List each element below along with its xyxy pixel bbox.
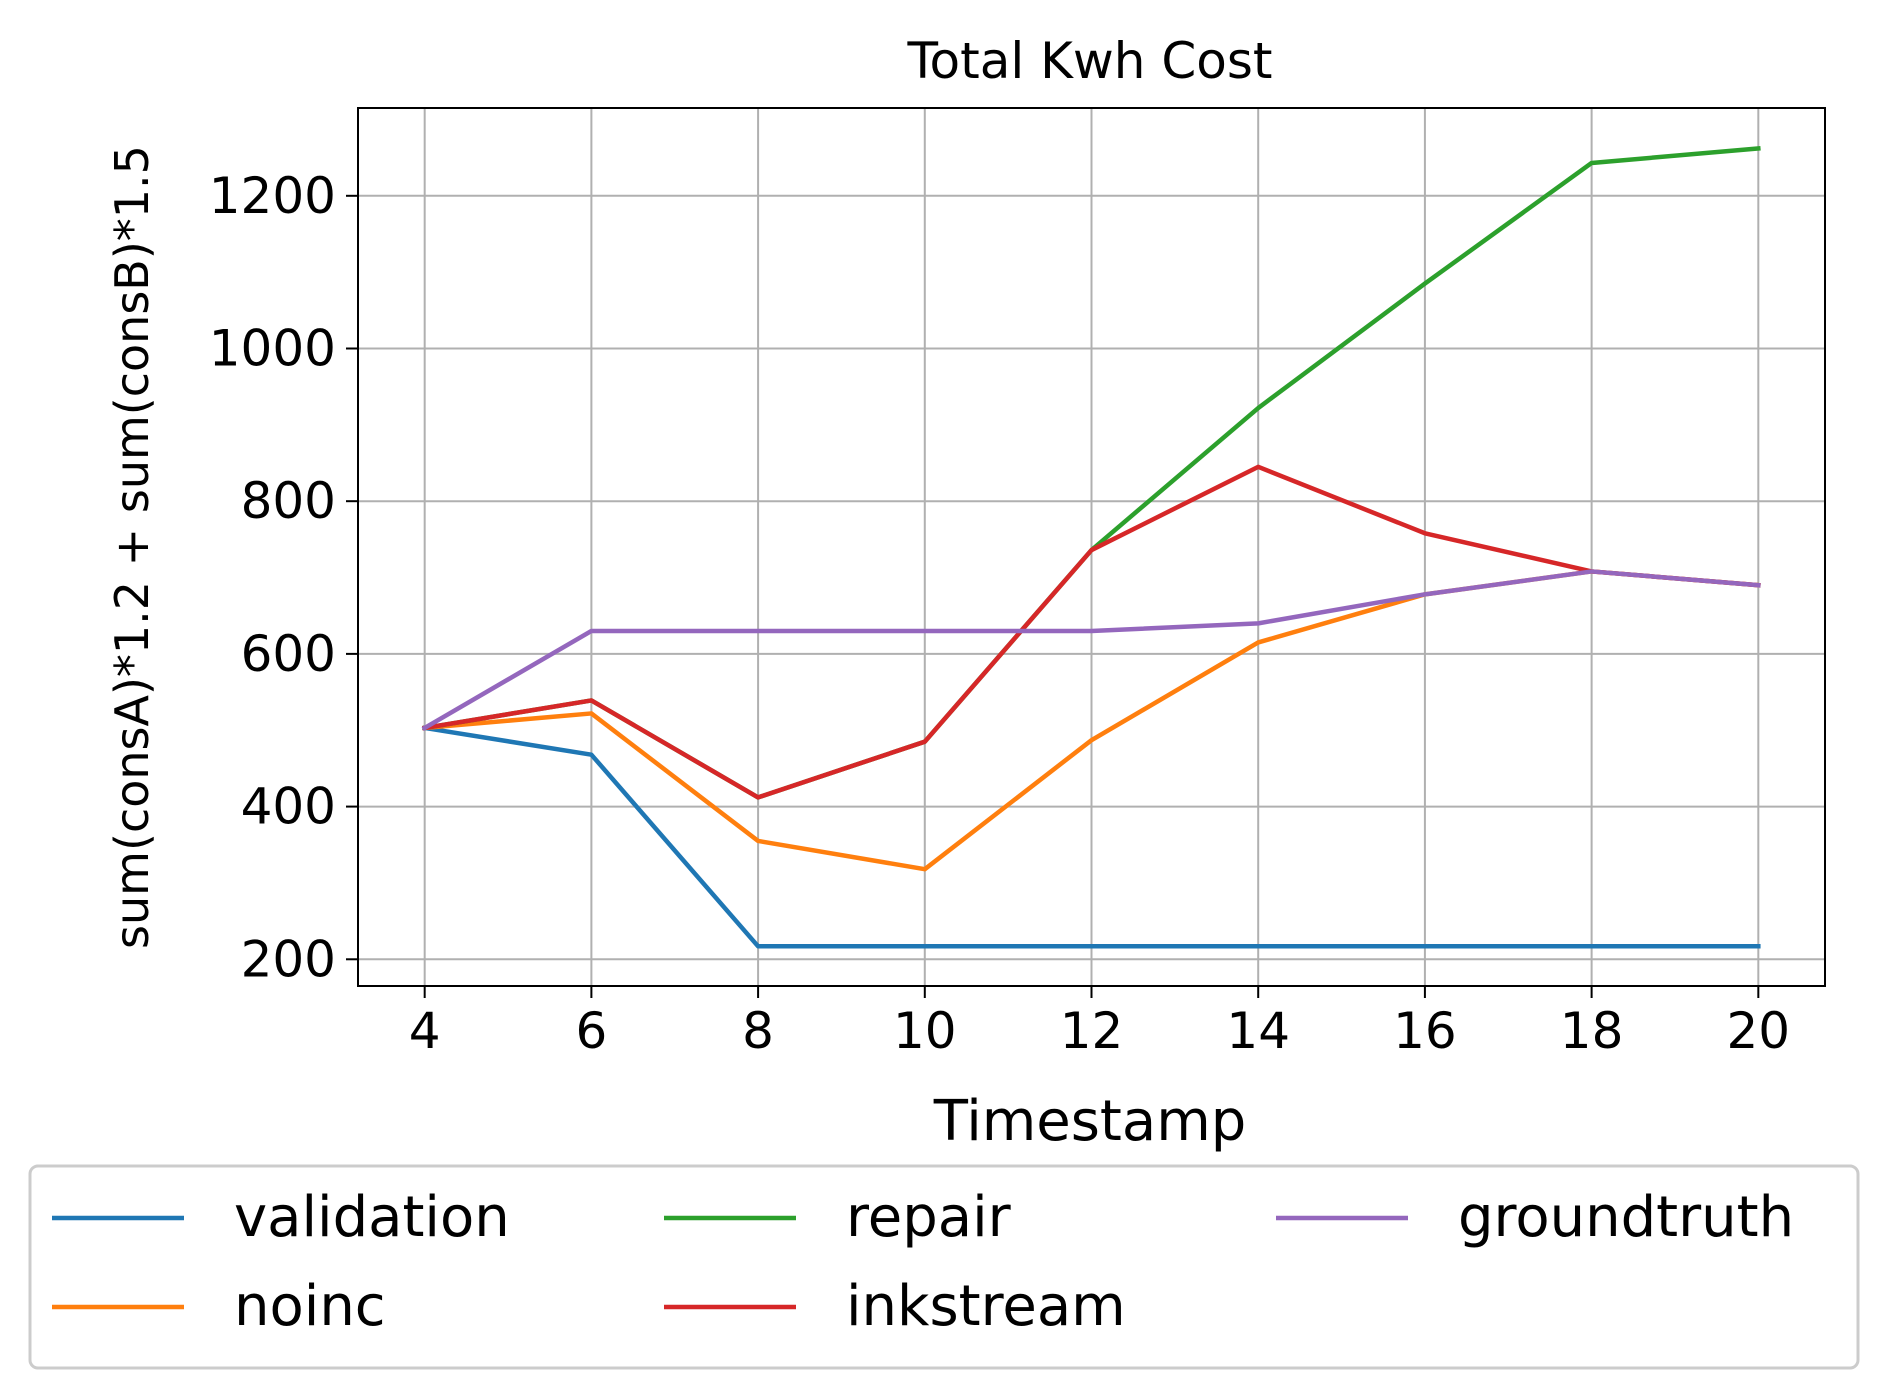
y-tick-label: 800 xyxy=(241,472,336,530)
x-tick-label: 16 xyxy=(1393,1002,1457,1060)
x-tick-label: 14 xyxy=(1226,1002,1290,1060)
legend-label-validation: validation xyxy=(234,1185,510,1250)
legend-label-noinc: noinc xyxy=(234,1274,386,1339)
y-tick-label: 400 xyxy=(241,778,336,836)
x-tick-label: 8 xyxy=(742,1002,774,1060)
series-line-groundtruth xyxy=(421,569,1761,732)
x-tick-label: 20 xyxy=(1727,1002,1791,1060)
y-tick-label: 200 xyxy=(241,930,336,988)
x-axis-label: Timestamp xyxy=(933,1089,1247,1154)
x-tick-label: 10 xyxy=(893,1002,957,1060)
y-tick-label: 1200 xyxy=(209,167,336,225)
y-tick-label: 1000 xyxy=(209,319,336,377)
x-tick-label: 6 xyxy=(575,1002,607,1060)
series-line-inkstream xyxy=(422,464,1761,800)
chart-title: Total Kwh Cost xyxy=(906,32,1272,90)
y-axis-label: sum(consA)*1.2 + sum(consB)*1.5 xyxy=(105,145,159,949)
x-tick-label: 12 xyxy=(1060,1002,1124,1060)
x-tick-label: 4 xyxy=(409,1002,441,1060)
x-tick-label: 18 xyxy=(1560,1002,1624,1060)
legend-label-groundtruth: groundtruth xyxy=(1458,1185,1794,1250)
grid-lines xyxy=(358,108,1825,986)
x-axis: 4 6 8 10 12 14 16 18 20 xyxy=(409,986,1790,1060)
series-layer xyxy=(421,146,1761,949)
series-line-validation xyxy=(422,725,1761,949)
y-axis: 200 400 600 800 1000 1200 xyxy=(209,167,358,988)
legend-label-repair: repair xyxy=(846,1185,1012,1250)
legend-label-inkstream: inkstream xyxy=(846,1274,1126,1339)
legend: validation noinc repair inkstream groundtrut… xyxy=(28,1164,1860,1370)
y-tick-label: 600 xyxy=(241,625,336,683)
